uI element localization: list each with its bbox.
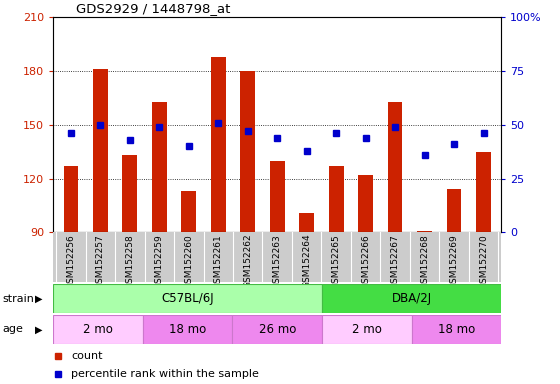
Text: 2 mo: 2 mo bbox=[352, 323, 382, 336]
Bar bbox=[417, 230, 432, 232]
Text: GSM152259: GSM152259 bbox=[155, 234, 164, 288]
Text: C57BL/6J: C57BL/6J bbox=[161, 292, 214, 305]
Bar bbox=[93, 69, 108, 232]
Text: strain: strain bbox=[3, 293, 35, 304]
Bar bbox=[123, 155, 137, 232]
Bar bbox=[240, 71, 255, 232]
Bar bbox=[322, 284, 501, 313]
Text: GSM152262: GSM152262 bbox=[243, 234, 252, 288]
Text: ▶: ▶ bbox=[35, 293, 43, 304]
Text: GSM152256: GSM152256 bbox=[67, 234, 76, 288]
Text: GSM152270: GSM152270 bbox=[479, 234, 488, 288]
Text: DBA/2J: DBA/2J bbox=[391, 292, 432, 305]
Bar bbox=[53, 315, 143, 344]
Text: percentile rank within the sample: percentile rank within the sample bbox=[71, 369, 259, 379]
Bar bbox=[53, 284, 322, 313]
Text: 2 mo: 2 mo bbox=[83, 323, 113, 336]
Bar bbox=[299, 213, 314, 232]
Text: GSM152261: GSM152261 bbox=[214, 234, 223, 288]
Text: GSM152269: GSM152269 bbox=[450, 234, 459, 288]
Text: 18 mo: 18 mo bbox=[169, 323, 206, 336]
Text: GSM152264: GSM152264 bbox=[302, 234, 311, 288]
Text: GDS2929 / 1448798_at: GDS2929 / 1448798_at bbox=[76, 2, 230, 15]
Bar bbox=[181, 191, 196, 232]
Text: GSM152267: GSM152267 bbox=[390, 234, 400, 288]
Bar bbox=[143, 315, 232, 344]
Bar bbox=[476, 152, 491, 232]
Text: age: age bbox=[3, 324, 24, 334]
Bar bbox=[329, 166, 343, 232]
Bar bbox=[63, 166, 78, 232]
Text: GSM152263: GSM152263 bbox=[273, 234, 282, 288]
Bar bbox=[388, 101, 403, 232]
Bar bbox=[412, 315, 501, 344]
Text: GSM152258: GSM152258 bbox=[125, 234, 134, 288]
Bar bbox=[232, 315, 322, 344]
Text: GSM152257: GSM152257 bbox=[96, 234, 105, 288]
Text: ▶: ▶ bbox=[35, 324, 43, 334]
Bar bbox=[322, 315, 412, 344]
Text: count: count bbox=[71, 351, 102, 361]
Text: 18 mo: 18 mo bbox=[438, 323, 475, 336]
Bar bbox=[270, 161, 284, 232]
Bar bbox=[152, 101, 167, 232]
Text: GSM152265: GSM152265 bbox=[332, 234, 340, 288]
Bar bbox=[447, 189, 461, 232]
Bar bbox=[358, 175, 373, 232]
Text: GSM152268: GSM152268 bbox=[420, 234, 429, 288]
Text: 26 mo: 26 mo bbox=[259, 323, 296, 336]
Text: GSM152266: GSM152266 bbox=[361, 234, 370, 288]
Text: GSM152260: GSM152260 bbox=[184, 234, 193, 288]
Bar bbox=[211, 57, 226, 232]
